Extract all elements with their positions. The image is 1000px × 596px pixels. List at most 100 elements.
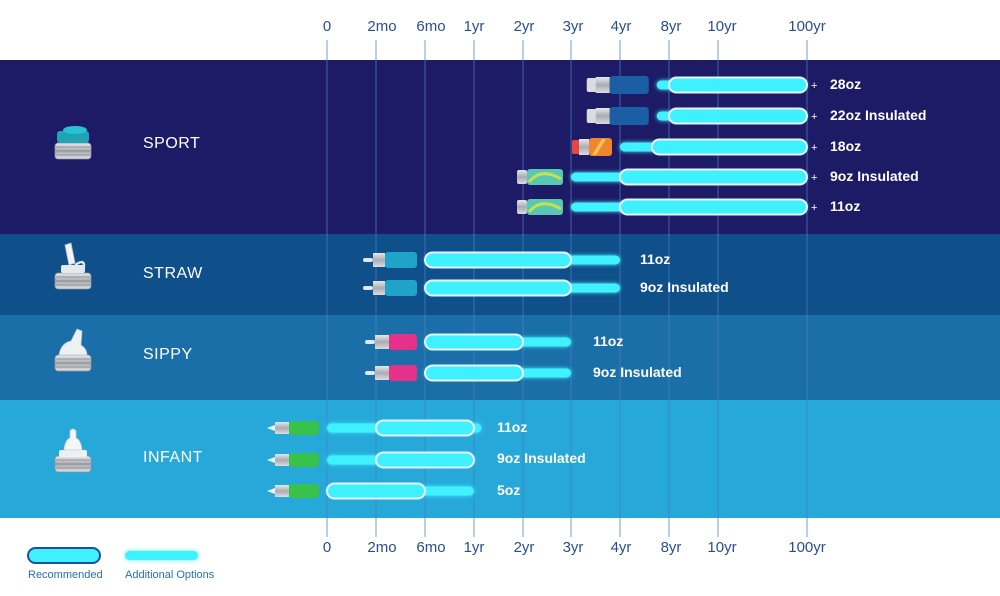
row-label-sport-11oz: 11oz [830, 198, 861, 214]
bottle-spout [365, 371, 375, 375]
sport-cap-icon [54, 126, 92, 160]
bottom-tick-label: 3yr [562, 539, 584, 556]
bottle-collar [595, 108, 610, 124]
recommended-bar [326, 482, 426, 500]
legend-label-recommended: Recommended [28, 569, 103, 581]
bottle-body [527, 169, 563, 185]
bottle-spout [363, 286, 373, 290]
bottle-body [389, 334, 417, 350]
recommended-bar [424, 333, 524, 351]
category-band-sport [0, 60, 1000, 234]
sippy-cap-icon [54, 328, 92, 372]
pink-sippy-bottle-icon [365, 334, 417, 350]
navy-insulated-bottle-icon [586, 107, 649, 125]
bottom-tick-label: 2yr [513, 539, 535, 556]
top-tick-label: 6mo [416, 18, 446, 35]
infant-nipple-icon [54, 428, 92, 473]
bottle-body [289, 484, 319, 498]
recommended-bar [619, 168, 808, 186]
legend-label-additional: Additional Options [125, 569, 215, 581]
plus-marker: + [811, 80, 817, 92]
row-label-sport-18oz: 18oz [830, 138, 862, 154]
bottle-nipple [267, 425, 275, 431]
bottle-body [289, 421, 319, 435]
category-band-straw [0, 234, 1000, 315]
top-tick-label: 2yr [513, 18, 535, 35]
row-label-infant-11oz: 11oz [497, 419, 528, 435]
bottle-body [609, 76, 649, 94]
green-infant-bottle-icon [267, 453, 319, 467]
plus-marker: + [811, 172, 817, 184]
category-label-sport: SPORT [143, 135, 201, 152]
bottle-collar [579, 139, 589, 155]
bottle-spout [365, 340, 375, 344]
top-tick-label: 100yr [788, 18, 826, 35]
bottle-collar [517, 200, 527, 214]
sippy-spout [58, 328, 88, 356]
green-infant-bottle-icon [267, 484, 319, 498]
top-tick-label: 1yr [463, 18, 485, 35]
row-label-straw-9oz: 9oz Insulated [640, 279, 729, 295]
recommended-bar [668, 76, 808, 94]
top-tick-label: 3yr [562, 18, 584, 35]
straw-cap-icon [54, 242, 92, 290]
recommended-bar [424, 279, 572, 297]
bottom-tick-label: 10yr [707, 539, 737, 556]
row-label-sippy-11oz: 11oz [593, 333, 624, 349]
straw-spout [64, 242, 76, 266]
navy-bottle-icon [586, 76, 649, 94]
bottle-collar [375, 366, 389, 380]
recommended-bar [619, 198, 808, 216]
recommended-bar [424, 364, 524, 382]
plus-marker: + [811, 142, 817, 154]
bottle-cap [572, 140, 580, 154]
bottom-tick-label: 1yr [463, 539, 485, 556]
plus-marker: + [811, 111, 817, 123]
recommended-bar [375, 419, 475, 437]
bottle-stripe [527, 202, 562, 213]
bottle-collar [595, 77, 610, 93]
bottom-tick-label: 8yr [660, 539, 682, 556]
bottle-body [389, 365, 417, 381]
category-label-straw: STRAW [143, 265, 203, 282]
bottom-tick-label: 0 [322, 539, 332, 556]
bottle-collar [517, 170, 527, 184]
row-label-sport-28oz: 28oz [830, 76, 862, 92]
bottle-collar [373, 253, 385, 267]
green-bottle-icon [517, 199, 563, 215]
sport-lid [63, 126, 87, 134]
bottle-body [289, 453, 319, 467]
row-label-sippy-9oz: 9oz Insulated [593, 364, 682, 380]
row-label-infant-9oz: 9oz Insulated [497, 450, 586, 466]
top-tick-label: 10yr [707, 18, 737, 35]
blue-straw-bottle-icon [363, 252, 417, 268]
bottle-stripe [527, 172, 562, 183]
straw-collar [61, 265, 85, 273]
row-label-straw-11oz: 11oz [640, 251, 671, 267]
blue-straw-bottle-icon [363, 280, 417, 296]
green-infant-bottle-icon [267, 421, 319, 435]
top-tick-label: 8yr [660, 18, 682, 35]
bottle-cap [586, 78, 597, 92]
bottle-body [385, 280, 417, 296]
row-label-sport-9oz: 9oz Insulated [830, 168, 919, 184]
top-tick-label: 0 [322, 18, 332, 35]
recommended-bar [650, 138, 808, 156]
infant-collar [59, 450, 87, 457]
bottle-nipple [267, 488, 275, 494]
bottle-cap [586, 109, 597, 123]
bottle-collar [375, 335, 389, 349]
row-label-infant-5oz: 5oz [497, 482, 521, 498]
bottom-tick-label: 4yr [610, 539, 632, 556]
top-tick-label: 4yr [610, 18, 632, 35]
bottle-nipple [267, 457, 275, 463]
bottle-body [609, 107, 649, 125]
plus-marker: + [811, 202, 817, 214]
bottom-tick-label: 100yr [788, 539, 826, 556]
legend-recommended-swatch [27, 547, 101, 564]
bottle-collar [275, 454, 289, 466]
recommended-bar [668, 107, 808, 125]
bottle-collar [373, 281, 385, 295]
category-band-sippy [0, 315, 1000, 400]
